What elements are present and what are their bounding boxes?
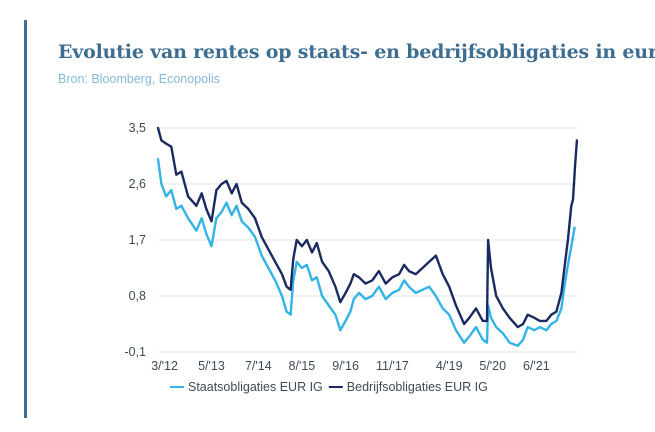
x-tick-label: 9/'16: [332, 359, 359, 373]
series-line-0: [156, 157, 576, 347]
x-tick-label: 7/'14: [245, 359, 272, 373]
x-tick-label: 4/'19: [436, 359, 463, 373]
legend-label-1: Bedrijfsobligaties EUR IG: [347, 380, 488, 394]
x-tick-label: 3/'12: [151, 359, 178, 373]
y-tick-label: 2,6: [129, 177, 146, 191]
y-tick-label: 1,7: [129, 233, 146, 247]
accent-bar: [24, 20, 27, 418]
y-tick-label: 0,8: [129, 289, 146, 303]
y-tick-label: -0,1: [124, 345, 146, 359]
chart-source: Bron: Bloomberg, Econopolis: [58, 72, 220, 86]
y-tick-label: 3,5: [129, 121, 146, 135]
x-tick-label: 8/'15: [289, 359, 316, 373]
legend-label-0: Staatsobligaties EUR IG: [188, 380, 323, 394]
x-tick-label: 11/'17: [376, 359, 409, 373]
x-tick-label: 5/'20: [479, 359, 506, 373]
x-tick-label: 5/'13: [198, 359, 225, 373]
chart-title: Evolutie van rentes op staats- en bedrij…: [58, 41, 655, 63]
x-tick-label: 6/'21: [523, 359, 550, 373]
series-line-1: [156, 126, 579, 329]
